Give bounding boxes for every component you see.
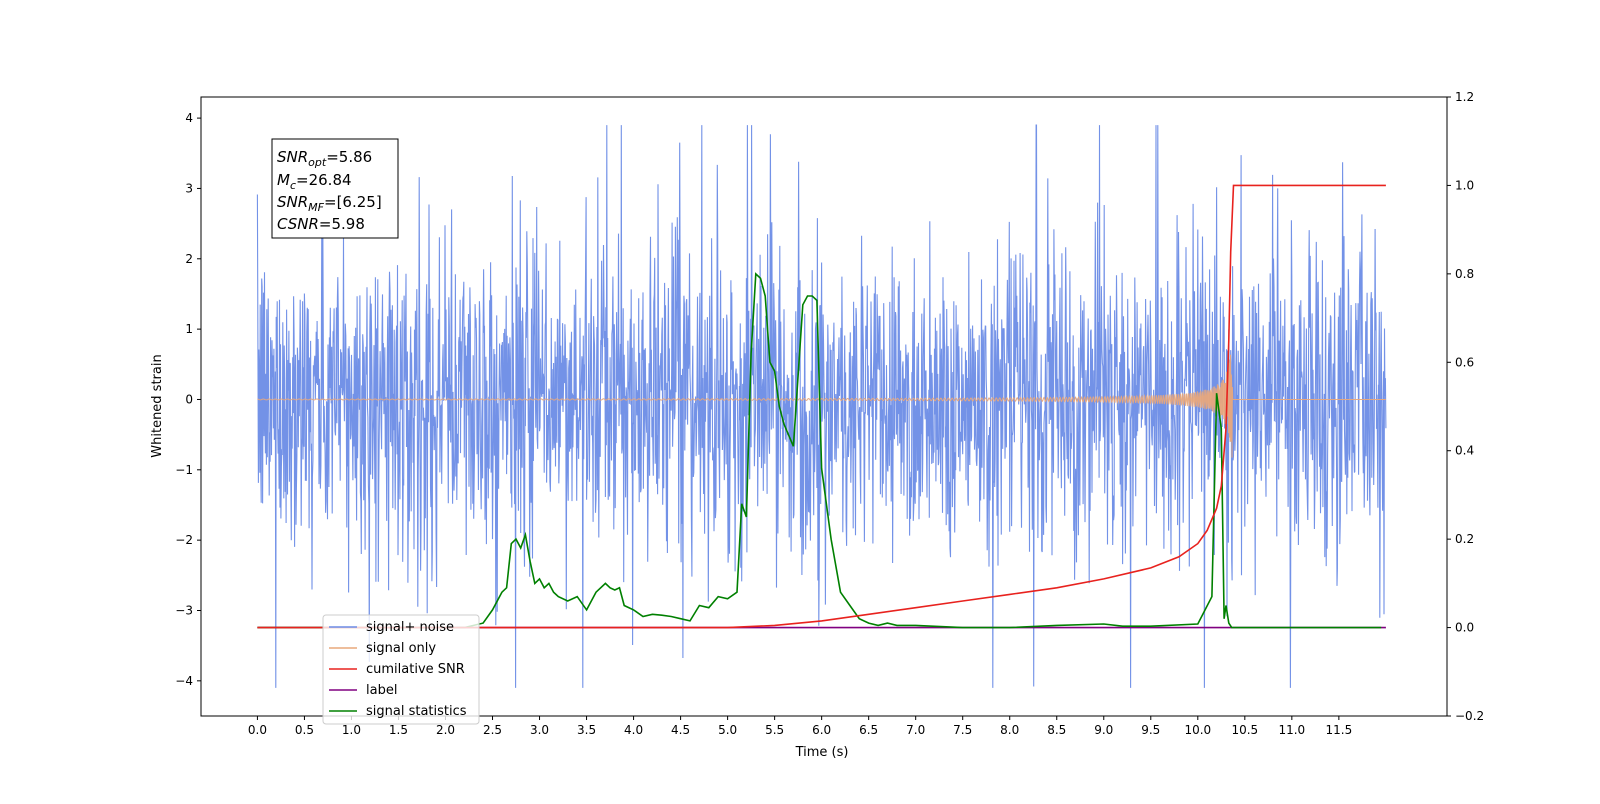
x-tick-label: 6.5 <box>859 723 878 737</box>
signal-only-line <box>257 354 1386 458</box>
y2-tick-label: −0.2 <box>1455 709 1484 723</box>
legend-label: signal statistics <box>366 704 467 719</box>
legend-label: cumilative SNR <box>366 662 465 677</box>
annotation-box: SNRopt=5.86 Mc=26.84 SNRMF=[6.25] CSNR=5… <box>271 138 399 239</box>
x-axis-ticks: 0.0 0.5 1.0 1.5 2.0 2.5 3.0 3.5 4.0 4.5 5.0 5.5 6.0 6… <box>248 716 1352 737</box>
x-tick-label: 4.0 <box>624 723 643 737</box>
x-tick-label: 7.5 <box>953 723 972 737</box>
x-tick-label: 0.5 <box>295 723 314 737</box>
y-axis-label: Whitened strain <box>150 354 165 457</box>
annotation-mc: Mc=26.84 <box>277 171 352 192</box>
plot-frame <box>200 96 1448 717</box>
y-axis-ticks: 4 3 2 1 0 −1 −2 −3 −4 <box>175 111 201 688</box>
annotation-snr-opt: SNRopt=5.86 <box>277 148 372 169</box>
signal-noise-line <box>256 124 1387 688</box>
x-tick-label: 5.0 <box>718 723 737 737</box>
signal-only-series <box>257 354 1386 458</box>
y-tick-label: −4 <box>175 674 193 688</box>
x-tick-label: 2.0 <box>436 723 455 737</box>
y-tick-label: −2 <box>175 533 193 547</box>
y2-axis-ticks: 1.2 1.0 0.8 0.6 0.4 0.2 0.0 −0.2 <box>1447 90 1484 723</box>
x-tick-label: 3.5 <box>577 723 596 737</box>
x-axis-label: Time (s) <box>795 745 849 760</box>
legend-label: signal only <box>366 641 436 656</box>
y-tick-label: −3 <box>175 603 193 617</box>
y2-tick-label: 1.0 <box>1455 178 1474 192</box>
legend-label: signal+ noise <box>366 620 454 635</box>
y-tick-label: 3 <box>185 181 193 195</box>
x-tick-label: 11.5 <box>1325 723 1352 737</box>
x-tick-label: 4.5 <box>671 723 690 737</box>
legend: signal+ noise signal only cumilative SNR la… <box>322 614 480 725</box>
y-tick-label: 4 <box>185 111 193 125</box>
y2-tick-label: 0.2 <box>1455 532 1474 546</box>
y2-tick-label: 1.2 <box>1455 90 1474 104</box>
x-tick-label: 0.0 <box>248 723 267 737</box>
x-tick-label: 7.0 <box>906 723 925 737</box>
y-tick-label: 1 <box>185 322 193 336</box>
x-tick-label: 2.5 <box>483 723 502 737</box>
y-tick-label: 0 <box>185 392 193 406</box>
legend-box <box>322 614 480 725</box>
x-tick-label: 8.5 <box>1047 723 1066 737</box>
y2-tick-label: 0.0 <box>1455 621 1474 635</box>
y2-tick-label: 0.4 <box>1455 444 1474 458</box>
y2-tick-label: 0.8 <box>1455 267 1474 281</box>
y-tick-label: 2 <box>185 252 193 266</box>
x-tick-label: 3.0 <box>530 723 549 737</box>
x-tick-label: 1.5 <box>389 723 408 737</box>
x-tick-label: 5.5 <box>765 723 784 737</box>
x-tick-label: 10.5 <box>1231 723 1258 737</box>
legend-label: label <box>366 683 397 698</box>
x-tick-label: 1.0 <box>342 723 361 737</box>
x-tick-label: 9.5 <box>1141 723 1160 737</box>
cumilative-snr-line <box>257 184 1386 629</box>
x-tick-label: 6.0 <box>812 723 831 737</box>
x-tick-label: 8.0 <box>1000 723 1019 737</box>
annotation-csnr: CSNR=5.98 <box>277 215 365 233</box>
y-tick-label: −1 <box>175 463 193 477</box>
x-tick-label: 11.0 <box>1278 723 1305 737</box>
signal-statistics-line <box>257 272 1382 629</box>
x-tick-label: 10.0 <box>1184 723 1211 737</box>
signal-noise-series <box>256 124 1387 688</box>
annotation-snr-mf: SNRMF=[6.25] <box>277 193 382 214</box>
y2-tick-label: 0.6 <box>1455 355 1474 369</box>
x-tick-label: 9.0 <box>1094 723 1113 737</box>
